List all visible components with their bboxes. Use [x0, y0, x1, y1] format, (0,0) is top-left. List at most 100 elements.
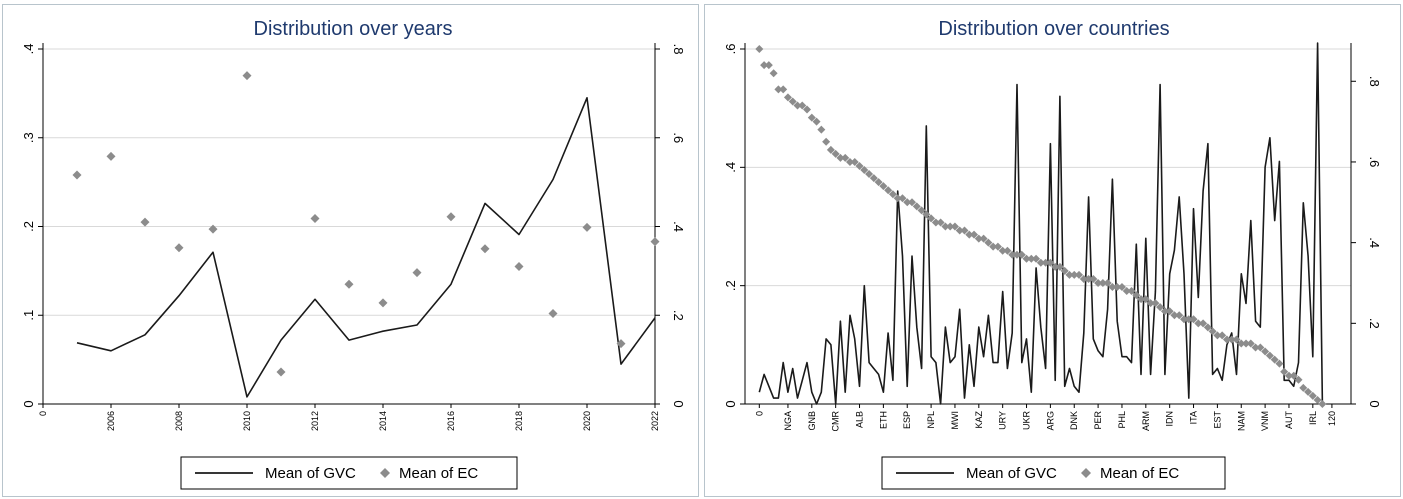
data-point-ec: [760, 61, 769, 70]
data-point-ec: [344, 279, 354, 289]
x-category-label: UKR: [1022, 411, 1032, 431]
x-category-label: VNM: [1260, 411, 1270, 431]
data-point-ec: [803, 105, 812, 114]
data-point-ec: [1165, 307, 1174, 316]
data-point-ec: [1208, 327, 1217, 336]
y-left-tick-label: .4: [723, 162, 738, 173]
data-point-ec: [974, 234, 983, 243]
data-point-ec: [1218, 331, 1227, 340]
data-point-ec: [1017, 250, 1026, 259]
data-point-ec: [1108, 283, 1117, 292]
data-point-ec: [812, 117, 821, 126]
x-tick-label: 2014: [378, 411, 388, 431]
data-point-ec: [1184, 315, 1193, 324]
series-line-gvc: [76, 97, 656, 398]
data-point-ec: [1237, 339, 1246, 348]
x-tick-label: 2012: [310, 411, 320, 431]
data-point-ec: [970, 230, 979, 239]
data-point-ec: [1098, 278, 1107, 287]
data-point-ec: [817, 125, 826, 134]
data-point-ec: [650, 237, 660, 247]
data-point-ec: [1146, 299, 1155, 308]
data-point-ec: [1046, 258, 1055, 267]
data-point-ec: [950, 222, 959, 231]
data-point-ec: [927, 214, 936, 223]
data-point-ec: [903, 198, 912, 207]
data-point-ec: [310, 214, 320, 224]
data-point-ec: [548, 308, 558, 318]
data-point-ec: [1003, 246, 1012, 255]
data-point-ec: [1012, 250, 1021, 259]
data-point-ec: [1122, 287, 1131, 296]
data-point-ec: [1160, 307, 1169, 316]
data-point-ec: [1227, 335, 1236, 344]
data-point-ec: [1117, 283, 1126, 292]
data-point-ec: [845, 157, 854, 166]
data-point-ec: [242, 71, 252, 81]
x-category-label: KAZ: [974, 411, 984, 429]
data-point-ec: [922, 210, 931, 219]
x-category-label: AUT: [1284, 410, 1294, 429]
data-point-ec: [998, 246, 1007, 255]
x-category-label: GNB: [807, 411, 817, 431]
y-left-tick-label: .4: [21, 44, 36, 55]
panel-distribution-over-countries: Distribution over countries 0 .2 .4 .6 0 .2 .4.…: [704, 4, 1401, 497]
data-point-ec: [793, 101, 802, 110]
data-point-ec: [946, 222, 955, 231]
x-category-label: CMR: [831, 411, 841, 432]
y-right-tick-label: .6: [1367, 157, 1382, 168]
x-category-label: NPL: [926, 411, 936, 429]
data-point-ec: [1242, 339, 1251, 348]
data-point-ec: [1060, 266, 1069, 275]
data-point-ec: [1203, 323, 1212, 332]
data-point-ec: [1175, 311, 1184, 320]
data-point-ec: [1318, 400, 1327, 408]
data-point-ec: [993, 242, 1002, 251]
data-point-ec: [1284, 371, 1293, 380]
y-right-tick-label: .4: [671, 221, 686, 232]
data-point-ec: [1299, 383, 1308, 392]
data-point-ec: [1232, 335, 1241, 344]
data-point-ec: [1222, 335, 1231, 344]
x-category-label: PHL: [1117, 411, 1127, 429]
data-point-ec: [514, 261, 524, 271]
data-point-ec: [836, 153, 845, 162]
data-point-ec: [984, 238, 993, 247]
data-point-ec: [1032, 254, 1041, 263]
data-point-ec: [865, 170, 874, 179]
y-right-tick-label: 0: [671, 400, 686, 407]
data-point-ec: [779, 85, 788, 94]
x-tick-label: 2016: [446, 411, 456, 431]
data-point-ec: [1103, 278, 1112, 287]
x-category-label: ETH: [878, 411, 888, 429]
x-tick-label-zero: 0: [38, 411, 48, 416]
y-left-tick-label: 0: [21, 400, 36, 407]
data-point-ec: [1065, 270, 1074, 279]
data-point-ec: [1041, 258, 1050, 267]
data-point-ec: [1027, 254, 1036, 263]
x-tick-label: 0: [754, 411, 764, 416]
data-point-ec: [955, 226, 964, 235]
series-line-gvc: [758, 42, 1324, 405]
data-point-ec: [276, 367, 286, 377]
data-point-ec: [616, 339, 626, 349]
data-point-ec: [1294, 375, 1303, 384]
data-point-ec: [106, 151, 116, 161]
data-point-ec: [965, 230, 974, 239]
y-right-tick-label: .2: [671, 310, 686, 321]
x-tick-label: 2020: [582, 411, 592, 431]
data-point-ec: [850, 157, 859, 166]
x-category-label: PER: [1093, 411, 1103, 430]
x-category-label: MWI: [950, 411, 960, 430]
x-category-label: DNK: [1069, 411, 1079, 430]
data-point-ec: [769, 69, 778, 78]
y-left-tick-label: .1: [21, 310, 36, 321]
legend-label-ec: Mean of EC: [399, 465, 478, 482]
x-category-label: NGA: [783, 411, 793, 431]
data-point-ec: [931, 218, 940, 227]
data-point-ec: [874, 178, 883, 187]
data-point-ec: [783, 93, 792, 102]
x-tick-label: 2006: [106, 411, 116, 431]
data-point-ec: [1265, 351, 1274, 360]
data-point-ec: [1132, 291, 1141, 300]
